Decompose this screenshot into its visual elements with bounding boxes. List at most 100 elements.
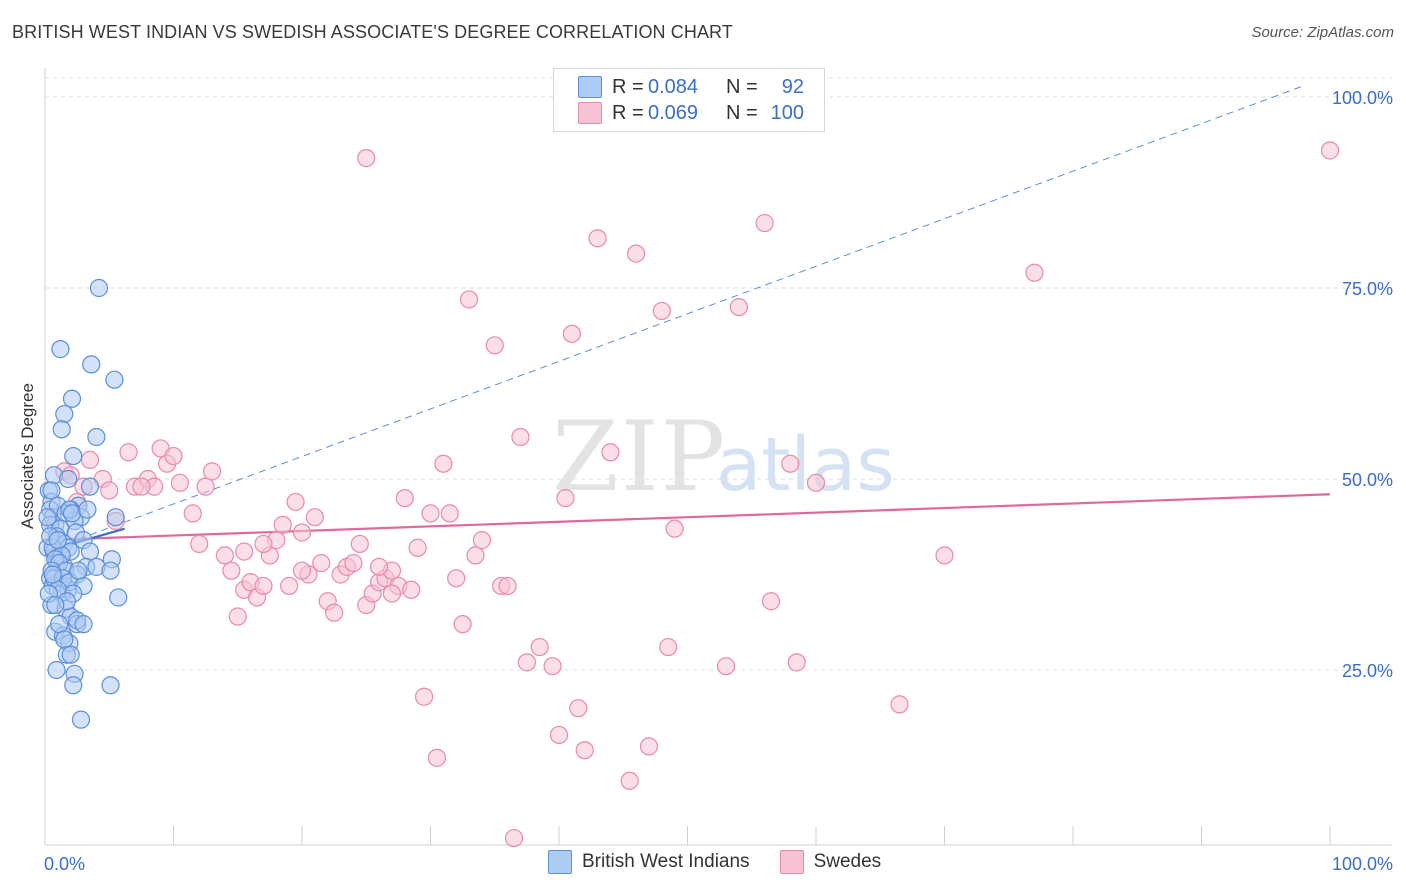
swede-point: [1320, 141, 1340, 160]
n-value: 100: [770, 101, 804, 124]
swede-point: [196, 477, 215, 496]
british-west-indian-point: [42, 481, 61, 500]
swede-point: [80, 450, 100, 469]
swede-point: [588, 229, 607, 248]
swede-point: [466, 546, 485, 565]
swede-point: [286, 492, 305, 512]
british-west-indian-point: [101, 561, 120, 580]
swede-point: [575, 741, 594, 760]
swede-point: [325, 603, 344, 622]
swede-point: [659, 637, 678, 657]
british-west-indian-point: [87, 427, 106, 447]
tick-labels: 25.0% 50.0% 75.0% 100.0% 0.0% 100.0%: [44, 88, 1393, 874]
series-legend: British West Indians Swedes: [548, 850, 911, 874]
british-west-indian-point: [80, 477, 100, 496]
swede-point: [164, 446, 183, 466]
stats-legend-row-pink: R = 0.069 N = 100: [578, 100, 804, 126]
legend-label: Swedes: [813, 851, 882, 872]
n-value: 92: [781, 75, 804, 98]
swede-point: [370, 557, 389, 576]
british-west-indian-point: [62, 504, 82, 523]
n-label: N =: [726, 75, 758, 98]
swede-point: [292, 561, 312, 580]
r-value: 0.084: [648, 75, 699, 98]
swede-point: [183, 504, 202, 523]
british-west-indian-point: [55, 404, 74, 424]
swede-point: [626, 244, 646, 263]
swede-point: [305, 508, 324, 527]
x-tick-label: 100.0%: [1332, 854, 1393, 874]
british-west-indian-point: [61, 645, 80, 664]
chart-title: BRITISH WEST INDIAN VS SWEDISH ASSOCIATE…: [12, 22, 733, 42]
swede-point: [511, 427, 530, 447]
y-tick-label: 75.0%: [1342, 279, 1393, 299]
british-west-indian-point: [55, 630, 74, 649]
blue-swatch: [548, 850, 572, 874]
swede-point: [402, 580, 421, 599]
pink-swatch: [578, 102, 602, 124]
swede-point: [716, 657, 736, 676]
swede-point: [408, 538, 427, 557]
british-west-indian-point: [51, 340, 70, 359]
y-axis-label: Associate's Degree: [18, 383, 37, 529]
y-tick-label: 25.0%: [1342, 661, 1393, 681]
swede-point: [119, 443, 138, 462]
y-tick-label: 50.0%: [1342, 470, 1393, 490]
british-west-indian-point: [71, 710, 91, 729]
blue-swatch: [578, 76, 602, 98]
swede-point: [652, 301, 671, 321]
swede-point: [292, 523, 312, 542]
r-value: 0.069: [648, 101, 699, 124]
swede-point: [517, 653, 536, 672]
data-points: [38, 141, 1340, 848]
british-west-indian-point: [64, 676, 83, 695]
british-west-indian-point: [82, 355, 101, 374]
british-west-indian-point: [109, 588, 128, 607]
swede-point: [787, 653, 806, 672]
british-west-indian-point: [59, 469, 78, 489]
swede-point: [357, 149, 376, 168]
r-label: R =: [612, 75, 644, 98]
swede-point: [665, 519, 684, 538]
swede-point: [569, 699, 588, 718]
swede-point: [504, 828, 524, 848]
british-west-indian-point: [80, 542, 100, 561]
x-tick-label: 0.0%: [44, 854, 85, 874]
swede-point: [235, 542, 254, 561]
british-west-indian-point: [47, 660, 66, 680]
british-west-indian-point: [38, 508, 57, 527]
british-west-indian-point: [106, 508, 125, 527]
british-west-indian-point: [46, 595, 65, 615]
british-west-indian-point: [52, 420, 71, 439]
swede-point: [729, 298, 749, 317]
swede-point: [498, 576, 517, 596]
watermark-atlas: atlas: [716, 422, 895, 508]
swede-point: [761, 592, 781, 611]
y-tick-label: 100.0%: [1332, 88, 1393, 108]
legend-item-british-west-indians[interactable]: British West Indians: [548, 850, 750, 874]
watermark: ZIP atlas: [552, 401, 895, 513]
stats-legend: R = 0.084 N = 92 R = 0.069 N = 100: [553, 68, 825, 132]
swede-point: [350, 534, 369, 554]
swede-point: [562, 324, 581, 343]
r-label: R =: [612, 101, 644, 124]
british-west-indian-point: [101, 676, 120, 695]
swede-point: [170, 473, 190, 492]
swede-point: [447, 569, 466, 588]
legend-item-swedes[interactable]: Swedes: [779, 850, 882, 874]
swede-point: [543, 657, 562, 676]
swedes-trend-line: [44, 493, 1331, 542]
axes: [44, 68, 1392, 846]
british-west-indian-point: [89, 278, 109, 298]
swede-point: [781, 454, 800, 473]
swede-point: [344, 553, 363, 573]
swede-point: [254, 534, 273, 554]
pink-swatch: [779, 850, 804, 874]
swede-point: [1025, 263, 1044, 282]
swede-point: [549, 725, 569, 745]
source-attribution: Source: ZipAtlas.com: [1251, 24, 1394, 41]
watermark-zip: ZIP: [552, 401, 727, 513]
swede-point: [459, 290, 479, 309]
british-west-indian-point: [50, 615, 69, 634]
swede-point: [427, 748, 447, 767]
